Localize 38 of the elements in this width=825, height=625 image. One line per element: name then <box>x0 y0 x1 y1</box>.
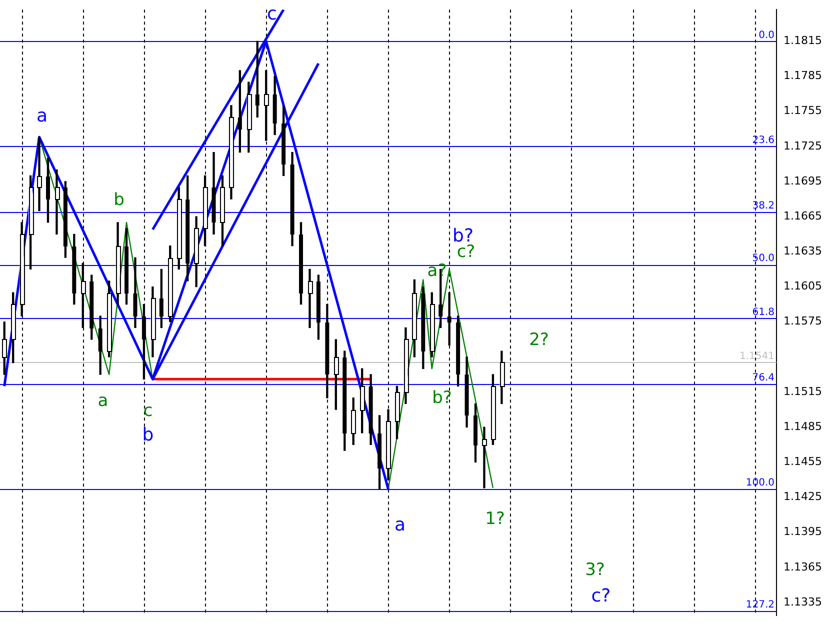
annotation: c <box>267 4 277 25</box>
y-tick-label: 1.1815 <box>784 34 822 48</box>
annotation: 38.2 <box>752 200 775 212</box>
y-tick-label: 1.1395 <box>784 525 822 538</box>
ref-line-label: 1.1541 <box>740 351 775 362</box>
annotation: b? <box>432 388 452 408</box>
y-tick-label: 1.1575 <box>784 314 822 328</box>
annotation: a <box>394 514 406 536</box>
annotation: b <box>114 190 124 210</box>
annotation: c <box>143 400 153 421</box>
y-tick-label: 1.1605 <box>784 280 822 293</box>
annotation: a <box>36 106 48 127</box>
annotation: 100.0 <box>746 478 775 489</box>
y-tick-label: 1.1425 <box>784 490 822 504</box>
y-tick-label: 1.1725 <box>784 139 822 152</box>
y-tick-label: 1.1365 <box>784 560 822 574</box>
annotation: b <box>142 424 154 446</box>
annotation: 61.8 <box>752 306 775 318</box>
annotation: 50.0 <box>752 253 775 264</box>
annotation: a? <box>427 260 447 281</box>
annotation: 1? <box>485 508 505 529</box>
annotation: c? <box>591 586 611 607</box>
y-tick-label: 1.1455 <box>784 455 822 468</box>
y-tick-label: 1.1635 <box>784 244 822 258</box>
y-tick-label: 1.1335 <box>784 595 822 608</box>
y-tick-label: 1.1695 <box>784 174 822 188</box>
y-tick-label: 1.1665 <box>784 209 822 222</box>
y-tick-label: 1.1485 <box>784 420 822 433</box>
annotation: 23.6 <box>752 135 775 146</box>
y-tick-label: 1.1515 <box>784 384 822 398</box>
annotation: a <box>98 390 108 411</box>
y-tick-label: 1.1755 <box>784 104 822 118</box>
annotation: 0.0 <box>758 30 775 41</box>
annotation: 76.4 <box>752 372 775 384</box>
annotation: 3? <box>585 560 605 580</box>
y-tick-label: 1.1785 <box>784 69 822 82</box>
annotation: 127.2 <box>746 599 775 610</box>
annotation: 2? <box>529 330 549 350</box>
